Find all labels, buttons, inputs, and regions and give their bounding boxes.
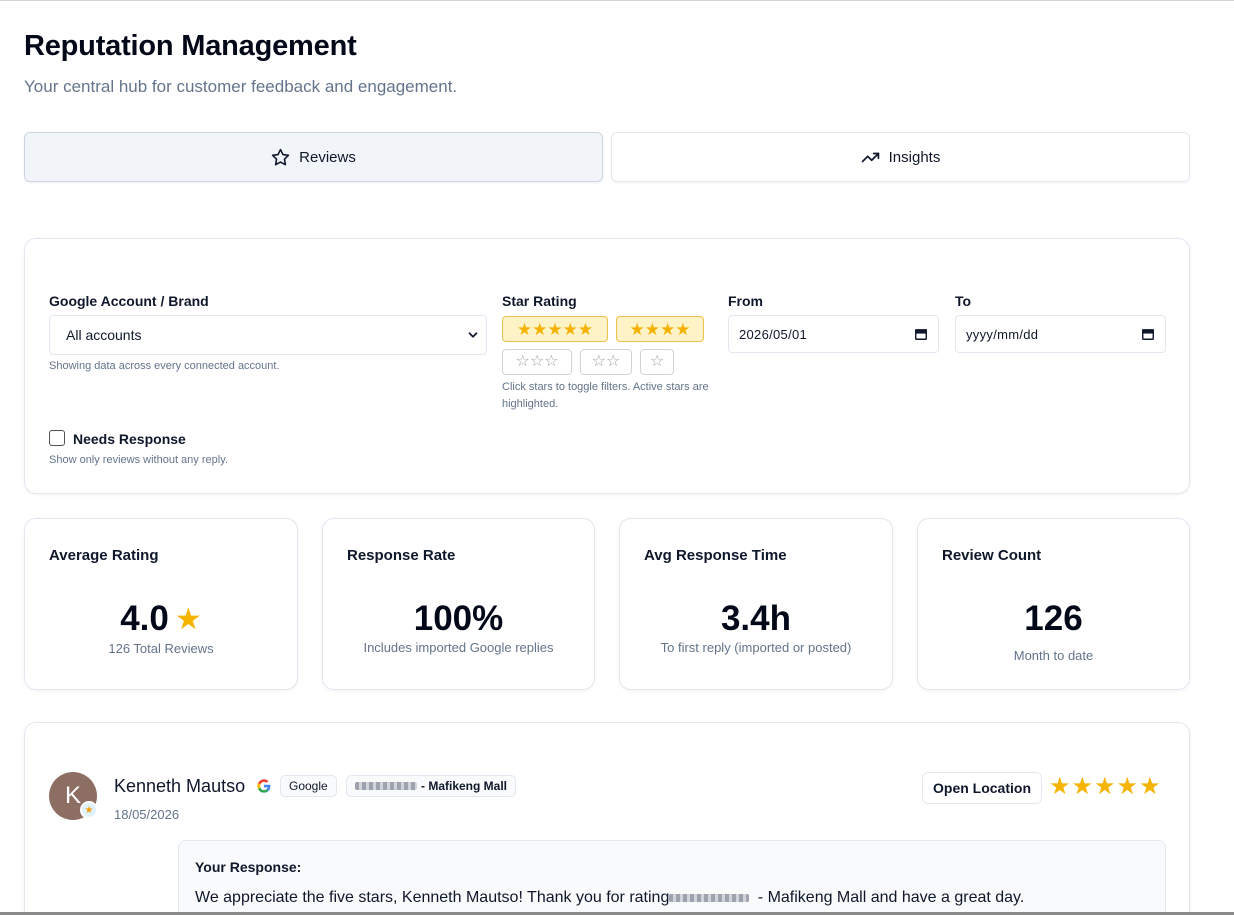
page-subtitle: Your central hub for customer feedback a… [24, 77, 458, 96]
star-filter-3[interactable]: ☆☆☆ [502, 349, 572, 375]
stat-value: 4.0 [120, 599, 169, 638]
from-date-value: 2026/05/01 [739, 326, 808, 342]
review-date: 18/05/2026 [114, 807, 180, 822]
stat-card-review-count: Review Count 126 Month to date [917, 518, 1190, 690]
star-filled-icon: ★ [174, 602, 202, 636]
stat-card-avg-response-time: Avg Response Time 3.4h To first reply (i… [619, 518, 893, 690]
filters-card: Google Account / Brand All accounts Show… [24, 238, 1190, 494]
star-filter-2[interactable]: ☆☆ [580, 349, 632, 375]
to-date-value: yyyy/mm/dd [966, 326, 1039, 342]
star-filter-5[interactable]: ★★★★★ [502, 316, 608, 342]
open-location-button[interactable]: Open Location [922, 772, 1042, 804]
response-text-start: We appreciate the five stars, Kenneth Ma… [195, 889, 670, 906]
response-text-end: - Mafikeng Mall and have a great day. [753, 889, 1025, 906]
avatar: K [49, 772, 97, 820]
review-star-rating: ★★★★★ [1049, 773, 1162, 800]
stat-subtext: Includes imported Google replies [363, 640, 554, 655]
calendar-icon [915, 329, 927, 340]
stat-value: 100% [413, 599, 504, 638]
to-date-input[interactable]: yyyy/mm/dd [955, 315, 1166, 353]
source-badge: Google [280, 775, 337, 797]
tab-insights[interactable]: Insights [611, 132, 1190, 182]
star-filter-4[interactable]: ★★★★ [616, 316, 704, 342]
page-title: Reputation Management [24, 30, 357, 62]
redacted-block [669, 893, 750, 902]
stat-subtext: 126 Total Reviews [108, 641, 214, 656]
location-badge: - Mafikeng Mall [346, 775, 517, 797]
stat-title: Average Rating [49, 547, 159, 564]
calendar-icon [1142, 329, 1154, 340]
redacted-block [355, 782, 417, 790]
stat-title: Response Rate [347, 547, 456, 564]
from-date-input[interactable]: 2026/05/01 [728, 315, 939, 353]
to-label: To [955, 293, 972, 309]
stat-card-average-rating: Average Rating 4.0 ★ 126 Total Reviews [24, 518, 298, 690]
account-select-value: All accounts [66, 327, 142, 343]
avatar-star-badge-icon: ★ [80, 801, 98, 819]
stat-title: Review Count [942, 547, 1042, 564]
stat-value: 3.4h [720, 599, 792, 638]
tab-reviews[interactable]: Reviews [24, 132, 603, 182]
review-card: K ★ Kenneth Mautso Google - Mafikeng Mal… [24, 722, 1190, 915]
trending-up-icon [861, 152, 879, 162]
needs-response-help: Show only reviews without any reply. [49, 454, 228, 466]
star-rating-label: Star Rating [502, 293, 577, 309]
tab-reviews-label: Reviews [299, 148, 356, 166]
account-label: Google Account / Brand [49, 293, 209, 309]
top-border [0, 0, 1234, 3]
account-select[interactable]: All accounts [49, 315, 487, 355]
stat-value-wrap: 4.0 ★ [25, 599, 297, 639]
tab-insights-label: Insights [888, 148, 941, 166]
location-badge-text: - Mafikeng Mall [421, 779, 508, 793]
needs-response-checkbox[interactable] [49, 430, 65, 446]
response-text: We appreciate the five stars, Kenneth Ma… [195, 889, 1024, 907]
star-outline-icon [271, 148, 290, 165]
reviewer-name: Kenneth Mautso [114, 776, 246, 796]
needs-response-label: Needs Response [73, 431, 186, 447]
star-filter-1[interactable]: ☆ [640, 349, 674, 375]
account-help: Showing data across every connected acco… [49, 360, 280, 372]
chevron-down-icon [468, 332, 478, 338]
stat-subtext: Month to date [1013, 648, 1094, 663]
star-rating-help: Click stars to toggle filters. Active st… [502, 381, 709, 410]
stat-subtext: To first reply (imported or posted) [660, 640, 852, 655]
stat-value: 126 [1024, 599, 1083, 638]
response-box: Your Response: We appreciate the five st… [178, 840, 1166, 915]
response-label: Your Response: [195, 859, 302, 875]
stat-title: Avg Response Time [644, 547, 787, 564]
from-label: From [728, 293, 763, 309]
bottom-border [0, 912, 1234, 915]
stat-card-response-rate: Response Rate 100% Includes imported Goo… [322, 518, 595, 690]
google-g-icon [257, 779, 271, 793]
